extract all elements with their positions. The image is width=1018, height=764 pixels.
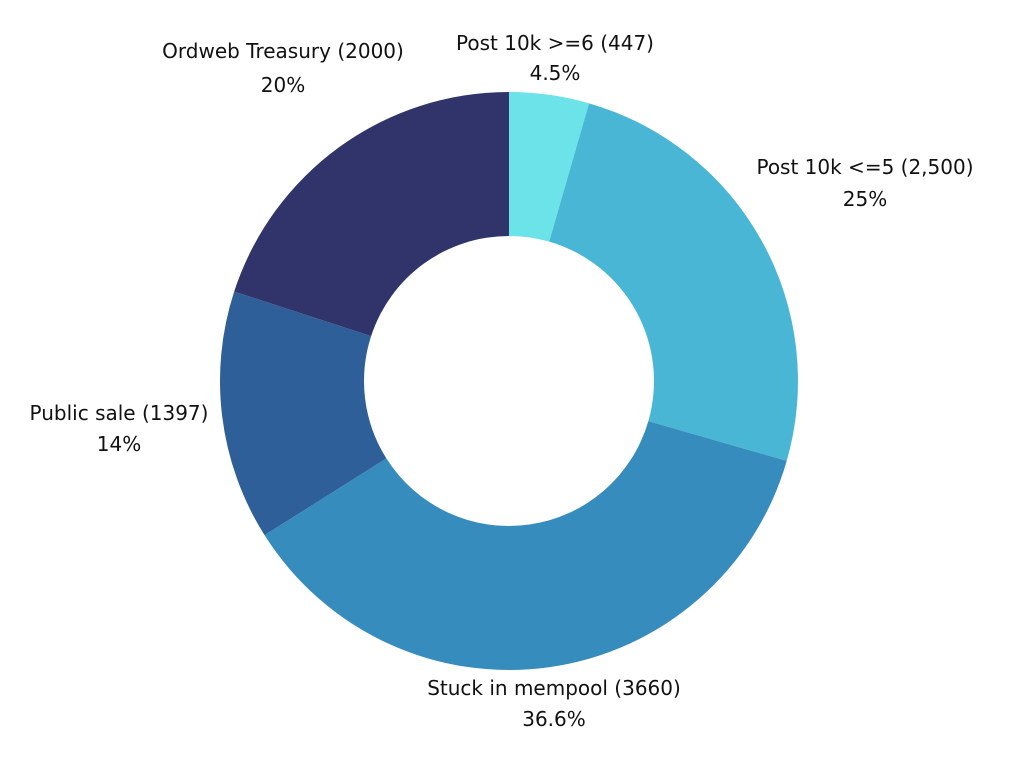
- slice-post-10k-6[interactable]: [509, 92, 590, 242]
- slice-percent-public-sale: 14%: [97, 432, 141, 456]
- slice-label-ordweb-treasury: Ordweb Treasury (2000): [162, 39, 404, 63]
- slice-stuck-in-mempool[interactable]: [264, 421, 787, 670]
- slice-label-post-10k-5: Post 10k <=5 (2,500): [756, 155, 973, 179]
- slice-ordweb-treasury[interactable]: [234, 92, 509, 337]
- slice-label-public-sale: Public sale (1397): [30, 401, 209, 425]
- slice-label-post-10k-6: Post 10k >=6 (447): [456, 31, 654, 55]
- slice-label-stuck-in-mempool: Stuck in mempool (3660): [427, 676, 681, 700]
- slice-public-sale[interactable]: [220, 291, 387, 536]
- slice-labels: Post 10k >=6 (447) 4.5% Post 10k <=5 (2,50…: [30, 31, 974, 731]
- slice-percent-post-10k-5: 25%: [843, 187, 887, 211]
- donut-slices: [220, 92, 798, 670]
- slice-percent-post-10k-6: 4.5%: [530, 61, 581, 85]
- slice-percent-ordweb-treasury: 20%: [261, 73, 305, 97]
- slice-post-10k-5[interactable]: [549, 103, 798, 461]
- slice-percent-stuck-in-mempool: 36.6%: [522, 707, 586, 731]
